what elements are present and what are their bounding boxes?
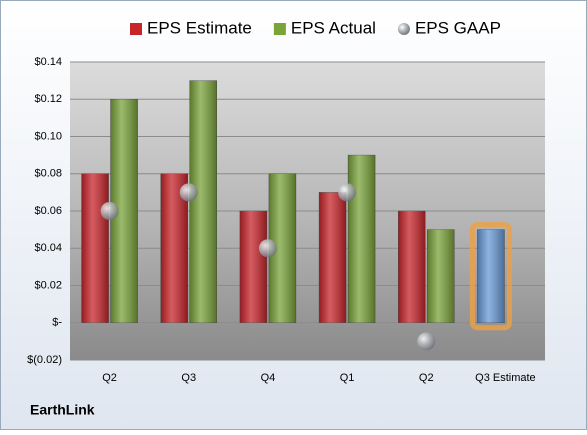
bar bbox=[189, 80, 217, 323]
bar bbox=[398, 210, 426, 323]
y-tick-label: $0.04 bbox=[34, 242, 62, 254]
bar bbox=[318, 192, 347, 323]
legend-swatch bbox=[273, 23, 286, 35]
gaap-marker bbox=[338, 183, 357, 202]
gaap-marker bbox=[179, 183, 198, 202]
x-tick-label: Q2 bbox=[102, 372, 117, 384]
bar-shade bbox=[189, 80, 217, 323]
bar-shade bbox=[398, 211, 426, 323]
legend-label: EPS Estimate bbox=[147, 18, 252, 37]
bar-shade bbox=[427, 229, 455, 323]
legend-label: EPS Actual bbox=[291, 18, 376, 37]
x-tick-label: Q3 bbox=[181, 372, 196, 384]
bar-shade bbox=[348, 155, 376, 323]
x-tick-label: Q2 bbox=[419, 372, 434, 384]
x-tick-label: Q1 bbox=[340, 372, 355, 384]
legend-swatch bbox=[397, 23, 410, 35]
bar-shade bbox=[239, 211, 267, 323]
y-tick-label: $0.06 bbox=[34, 205, 62, 217]
bar bbox=[239, 210, 268, 323]
bar bbox=[81, 173, 109, 323]
gaap-marker bbox=[258, 239, 277, 258]
y-tick-label: $0.12 bbox=[34, 93, 62, 105]
x-tick-label: Q4 bbox=[261, 372, 276, 384]
y-tick-label: $0.14 bbox=[34, 56, 62, 68]
bar bbox=[427, 229, 455, 323]
bar bbox=[347, 154, 376, 323]
bar bbox=[477, 229, 505, 323]
bar-shade bbox=[477, 229, 505, 323]
y-tick-label: $(0.02) bbox=[27, 354, 62, 366]
bar-shade bbox=[81, 173, 109, 323]
y-tick-label: $0.08 bbox=[34, 168, 62, 180]
gaap-marker bbox=[417, 332, 436, 351]
highlight-glow bbox=[469, 222, 512, 331]
legend-swatch bbox=[130, 23, 142, 35]
brand: EarthLink bbox=[30, 402, 95, 418]
legend-label: EPS GAAP bbox=[415, 18, 501, 37]
x-tick-label: Q3 Estimate bbox=[475, 372, 536, 384]
bar-shade bbox=[319, 192, 347, 323]
y-tick-label: $0.10 bbox=[34, 130, 62, 142]
y-tick-label: $0.02 bbox=[34, 279, 62, 291]
gaap-marker bbox=[100, 202, 119, 220]
y-tick-label: $- bbox=[52, 317, 62, 329]
